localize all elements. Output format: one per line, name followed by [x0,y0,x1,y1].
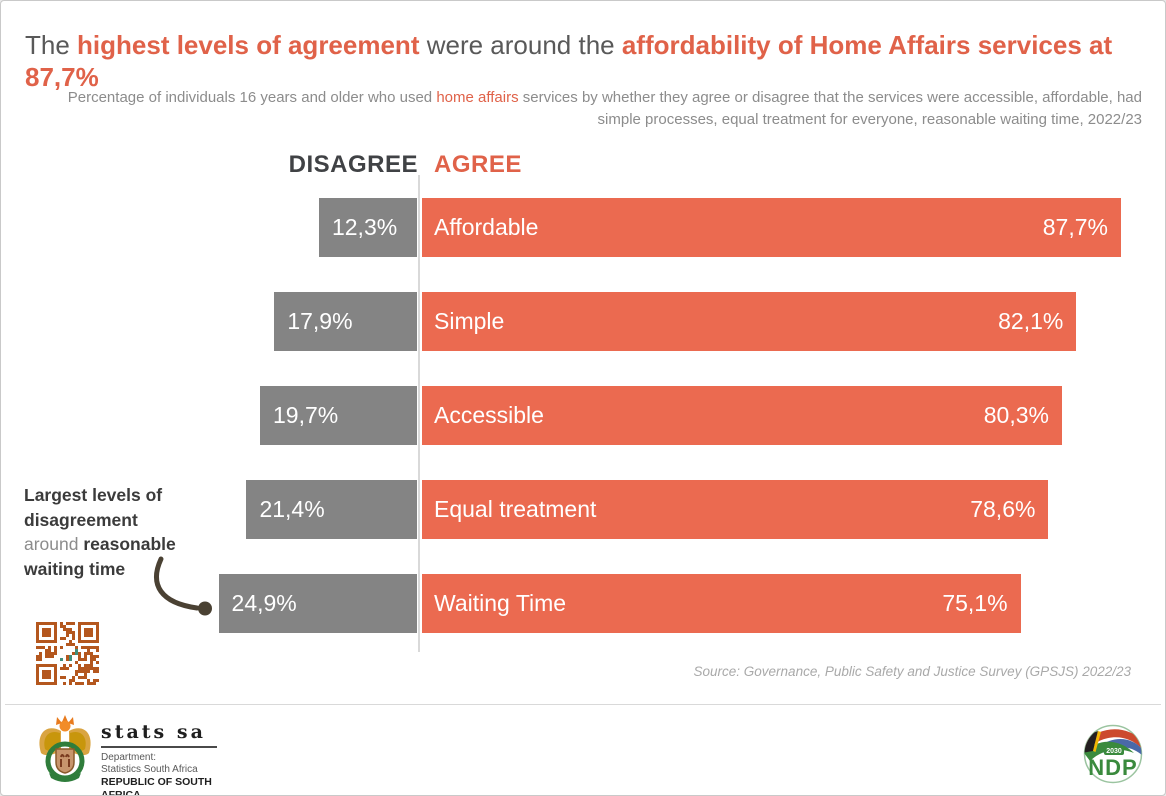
disagree-bar: 21,4% [246,480,417,539]
category-label: Accessible [434,402,544,428]
annotation-line: around reasonable [24,534,176,554]
agree-bar: Affordable 87,7% [422,198,1121,257]
axis-divider [418,175,420,652]
agree-bar: Simple 82,1% [422,292,1077,351]
disagree-value: 17,9% [287,308,353,334]
statssa-name: stats sa [101,721,206,743]
agree-bar: Equal treatment 78,6% [422,480,1049,539]
ndp-2030-logo-icon: 2030 NDP [1083,724,1143,784]
disagree-value: 12,3% [331,214,398,240]
disagree-bar: 12,3% [318,198,417,257]
agree-value: 82,1% [998,308,1064,334]
agree-bar: Accessible 80,3% [422,386,1062,445]
agree-bar: Waiting Time 75,1% [422,574,1021,633]
title-part: The [25,30,78,60]
source-note: Source: Governance, Public Safety and Ju… [693,664,1131,679]
page-title: The highest levels of agreement were aro… [25,29,1145,93]
ndp-label: NDP [1088,755,1137,780]
disagree-bar: 24,9% [218,574,417,633]
category-label: Waiting Time [434,590,567,616]
south-africa-coat-of-arms-icon [39,715,91,782]
title-highlight-1: highest levels of agreement [77,30,420,60]
bar-row: 12,3% Affordable 87,7% [1,198,1165,257]
qr-code-icon [36,622,99,685]
title-highlight-2: affordability of Home Affairs services a… [25,30,1113,92]
bar-row: 21,4% Equal treatment 78,6% [1,480,1165,539]
statssa-rule [101,746,217,748]
subtitle-text: Percentage of individuals 16 years and o… [67,89,437,106]
statssa-logo-text: stats sa Department: Statistics South Af… [101,721,251,796]
bar-row: 17,9% Simple 82,1% [1,292,1165,351]
agree-value: 78,6% [970,496,1036,522]
disagree-value: 21,4% [259,496,325,522]
agree-value: 87,7% [1042,214,1108,240]
callout-arrow-icon [154,556,212,616]
annotation-line: disagreement [24,509,138,530]
subtitle-accent: home affairs [436,89,519,106]
agree-value: 80,3% [983,402,1049,428]
annotation-callout: Largest levels of disagreement around re… [24,483,224,581]
disagree-header: DISAGREE [288,151,418,178]
agree-header: AGREE [434,151,522,178]
annotation-line: waiting time [24,558,126,579]
agree-value: 75,1% [942,590,1008,616]
statssa-department: Department: [101,752,157,763]
disagree-value: 19,7% [272,402,339,428]
category-label: Equal treatment [434,496,597,522]
chart-subtitle: Percentage of individuals 16 years and o… [49,87,1142,131]
statssa-country: REPUBLIC OF SOUTH AFRICA [101,776,212,796]
bar-row: 24,9% Waiting Time 75,1% [1,574,1165,633]
annotation-line: Largest levels of [24,485,163,505]
category-label: Simple [434,308,505,334]
footer-divider [5,704,1161,705]
disagree-bar: 17,9% [274,292,417,351]
statssa-department-name: Statistics South Africa [101,764,198,775]
ndp-year-label: 2030 [1106,748,1122,755]
subtitle-text: services by whether they agree or disagr… [518,89,1142,128]
bar-row: 19,7% Accessible 80,3% [1,386,1165,445]
disagree-bar: 19,7% [259,386,417,445]
title-part: were around the [419,30,622,60]
category-label: Affordable [434,214,539,240]
disagree-value: 24,9% [231,590,297,616]
